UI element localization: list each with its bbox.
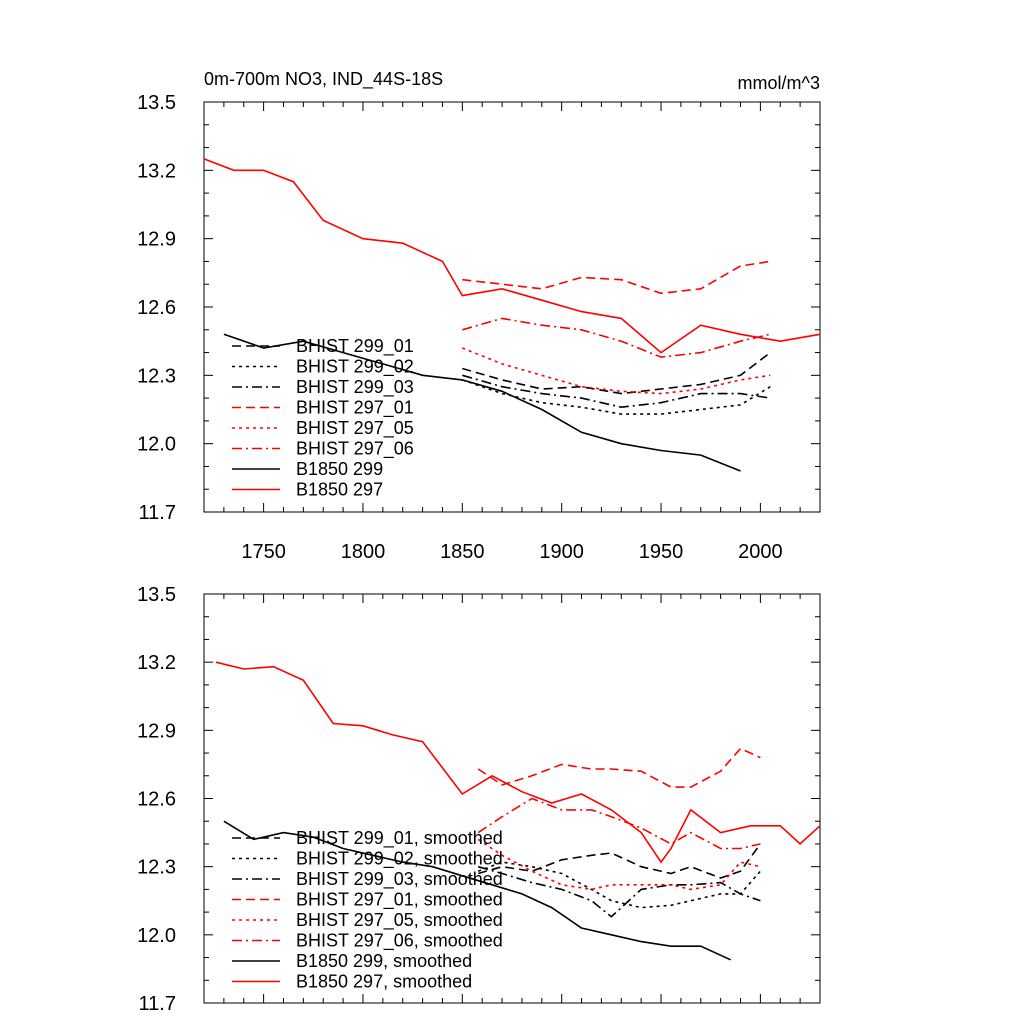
bottom-legend-label: B1850 299, smoothed xyxy=(296,951,472,971)
top-y-tick-label: 12.6 xyxy=(137,297,176,319)
top-y-tick-label: 12.9 xyxy=(137,229,176,251)
bottom-y-tick-label: 13.2 xyxy=(137,652,176,674)
bottom-series-b1850-299-smoothed xyxy=(223,820,731,961)
bottom-series-bhist-297-06-smoothed xyxy=(477,797,761,850)
bottom-legend-label: BHIST 297_06, smoothed xyxy=(296,931,503,952)
top-legend-label: BHIST 297_01 xyxy=(296,398,414,419)
top-legend-label: BHIST 299_01 xyxy=(296,336,414,357)
top-x-tick-label: 2000 xyxy=(738,541,783,563)
top-legend-label: BHIST 297_06 xyxy=(296,439,414,460)
top-legend-label: BHIST 299_02 xyxy=(296,357,414,378)
top-series-bhist-299-03 xyxy=(462,374,771,409)
top-x-tick-label: 1950 xyxy=(639,541,684,563)
bottom-series-bhist-299-03-smoothed xyxy=(477,865,761,918)
top-title: 0m-700m NO3, IND_44S-18S xyxy=(204,69,443,90)
top-legend-label: BHIST 297_05 xyxy=(296,418,414,439)
top-y-tick-label: 13.5 xyxy=(137,92,176,114)
top-panel: 0m-700m NO3, IND_44S-18S mmol/m^3 11.7 12… xyxy=(137,69,821,563)
top-units: mmol/m^3 xyxy=(738,73,820,93)
bottom-y-tick-label: 12.3 xyxy=(137,857,176,879)
top-y-tick-label: 11.7 xyxy=(139,502,176,524)
top-x-tick-label: 1750 xyxy=(241,541,286,563)
bottom-legend-label: B1850 297, smoothed xyxy=(296,972,472,992)
bottom-series-bhist-299-01-smoothed xyxy=(477,843,762,879)
bottom-series-b1850-297-smoothed xyxy=(215,661,821,864)
top-series-bhist-299-02 xyxy=(462,379,771,415)
bottom-y-tick-label: 11.7 xyxy=(139,993,176,1015)
bottom-legend-label: BHIST 297_01, smoothed xyxy=(296,890,503,911)
bottom-y-tick-label: 12.9 xyxy=(137,720,176,742)
top-series-b1850-299 xyxy=(223,333,741,472)
top-series-b1850-297 xyxy=(203,158,821,354)
bottom-series-bhist-297-05-smoothed xyxy=(477,838,761,891)
bottom-series-bhist-297-01-smoothed xyxy=(477,747,761,788)
top-series-bhist-297-05 xyxy=(462,347,771,395)
top-y-tick-label: 12.0 xyxy=(137,434,176,456)
top-y-tick-label: 12.3 xyxy=(137,365,176,387)
bottom-y-tick-label: 12.6 xyxy=(137,789,176,811)
top-x-tick-label: 1850 xyxy=(440,541,485,563)
bottom-legend-label: BHIST 299_02, smoothed xyxy=(296,849,503,870)
top-legend-label: B1850 299 xyxy=(296,459,383,479)
top-x-tick-label: 1900 xyxy=(539,541,584,563)
top-legend-label: B1850 297 xyxy=(296,480,383,500)
top-series-bhist-297-01 xyxy=(462,260,771,295)
bottom-y-tick-label: 12.0 xyxy=(137,925,176,947)
bottom-panel: 11.7 12.0 12.3 12.6 12.9 13.2 13.5 BHIST 299_01… xyxy=(137,584,821,1015)
top-series-bhist-299-01 xyxy=(462,351,771,395)
top-x-tick-label: 1800 xyxy=(341,541,386,563)
top-y-tick-label: 13.2 xyxy=(137,160,176,182)
bottom-legend-label: BHIST 299_01, smoothed xyxy=(296,828,503,849)
top-legend-label: BHIST 299_03 xyxy=(296,377,414,398)
bottom-series-bhist-299-02-smoothed xyxy=(477,861,762,909)
bottom-legend-label: BHIST 297_05, smoothed xyxy=(296,910,503,931)
bottom-legend-label: BHIST 299_03, smoothed xyxy=(296,869,503,890)
bottom-y-tick-label: 13.5 xyxy=(137,584,176,606)
top-series-bhist-297-06 xyxy=(462,317,771,358)
